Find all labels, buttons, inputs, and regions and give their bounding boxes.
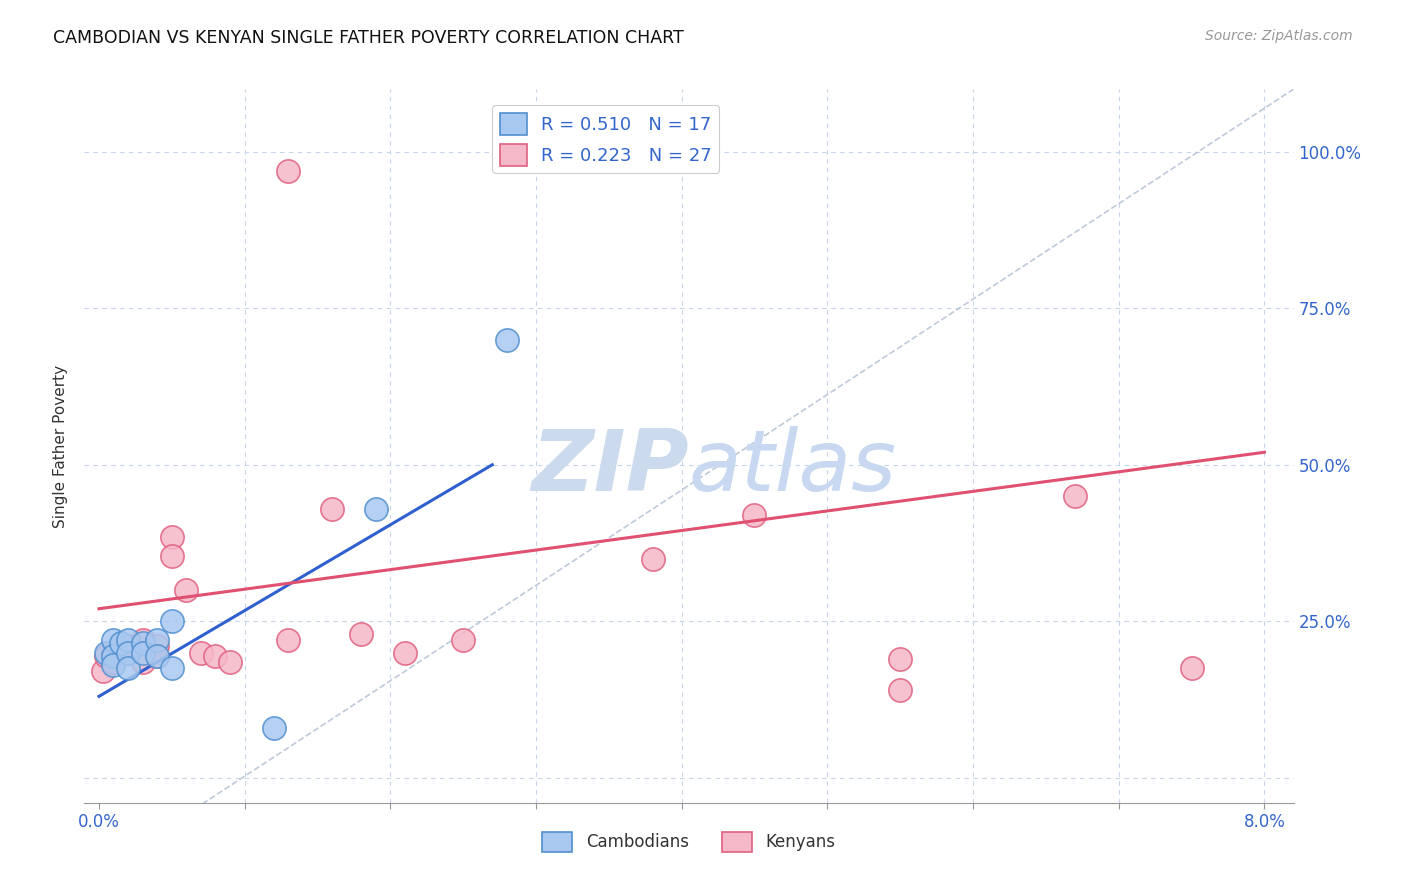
Point bbox=[744, 508, 766, 522]
Point bbox=[117, 646, 139, 660]
Point bbox=[1180, 661, 1202, 675]
Point bbox=[641, 551, 664, 566]
Point bbox=[103, 648, 125, 663]
Point bbox=[204, 648, 226, 663]
Point bbox=[889, 652, 911, 666]
Point bbox=[146, 648, 169, 663]
Text: Source: ZipAtlas.com: Source: ZipAtlas.com bbox=[1205, 29, 1353, 43]
Point bbox=[160, 530, 183, 544]
Point bbox=[394, 646, 416, 660]
Point bbox=[131, 636, 153, 650]
Point bbox=[103, 633, 125, 648]
Point bbox=[131, 646, 153, 660]
Point bbox=[146, 648, 169, 663]
Point bbox=[117, 646, 139, 660]
Point bbox=[103, 648, 125, 663]
Point bbox=[160, 661, 183, 675]
Point bbox=[277, 633, 299, 648]
Text: CAMBODIAN VS KENYAN SINGLE FATHER POVERTY CORRELATION CHART: CAMBODIAN VS KENYAN SINGLE FATHER POVERT… bbox=[53, 29, 685, 46]
Point bbox=[321, 501, 343, 516]
Point bbox=[146, 633, 169, 648]
Point bbox=[103, 646, 125, 660]
Y-axis label: Single Father Poverty: Single Father Poverty bbox=[53, 365, 69, 527]
Point bbox=[1064, 489, 1087, 503]
Point bbox=[889, 683, 911, 698]
Point bbox=[219, 655, 242, 669]
Point bbox=[117, 640, 139, 654]
Point bbox=[160, 614, 183, 628]
Point bbox=[96, 648, 118, 663]
Point bbox=[277, 163, 299, 178]
Point bbox=[176, 582, 198, 597]
Point bbox=[96, 646, 118, 660]
Point bbox=[110, 636, 132, 650]
Point bbox=[103, 658, 125, 673]
Point bbox=[117, 661, 139, 675]
Point bbox=[190, 646, 212, 660]
Point bbox=[495, 333, 517, 347]
Point bbox=[350, 627, 373, 641]
Text: ZIP: ZIP bbox=[531, 425, 689, 509]
Legend: Cambodians, Kenyans: Cambodians, Kenyans bbox=[536, 825, 842, 859]
Point bbox=[131, 633, 153, 648]
Point bbox=[364, 501, 387, 516]
Point bbox=[451, 633, 474, 648]
Point bbox=[146, 640, 169, 654]
Point bbox=[103, 655, 125, 669]
Point bbox=[91, 665, 114, 679]
Point bbox=[263, 721, 285, 735]
Text: atlas: atlas bbox=[689, 425, 897, 509]
Point bbox=[117, 633, 139, 648]
Point bbox=[131, 655, 153, 669]
Point bbox=[160, 549, 183, 563]
